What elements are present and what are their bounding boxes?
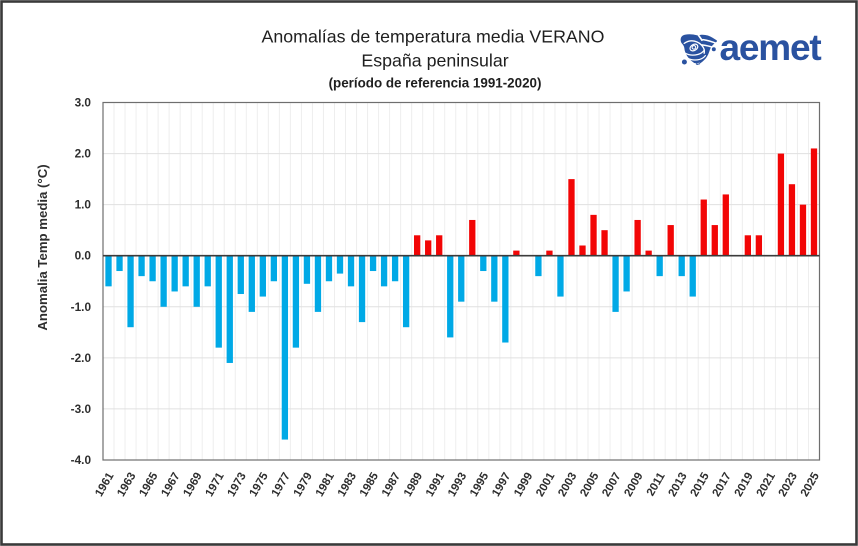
svg-text:Anomalías de temperatura media: Anomalías de temperatura media VERANO xyxy=(262,27,605,47)
svg-text:3.0: 3.0 xyxy=(75,96,92,110)
svg-text:aemet: aemet xyxy=(720,27,822,68)
svg-text:-4.0: -4.0 xyxy=(71,453,92,467)
svg-text:-1.0: -1.0 xyxy=(71,300,92,314)
svg-text:1.0: 1.0 xyxy=(75,198,92,212)
svg-text:2.0: 2.0 xyxy=(75,147,92,161)
svg-text:-3.0: -3.0 xyxy=(71,402,92,416)
svg-text:0.0: 0.0 xyxy=(75,249,92,263)
svg-text:España peninsular: España peninsular xyxy=(361,51,508,71)
svg-text:-2.0: -2.0 xyxy=(71,351,92,365)
svg-text:Anomalia Temp media (°C): Anomalia Temp media (°C) xyxy=(35,164,50,330)
svg-text:(período de referencia 1991-20: (período de referencia 1991-2020) xyxy=(329,76,542,91)
